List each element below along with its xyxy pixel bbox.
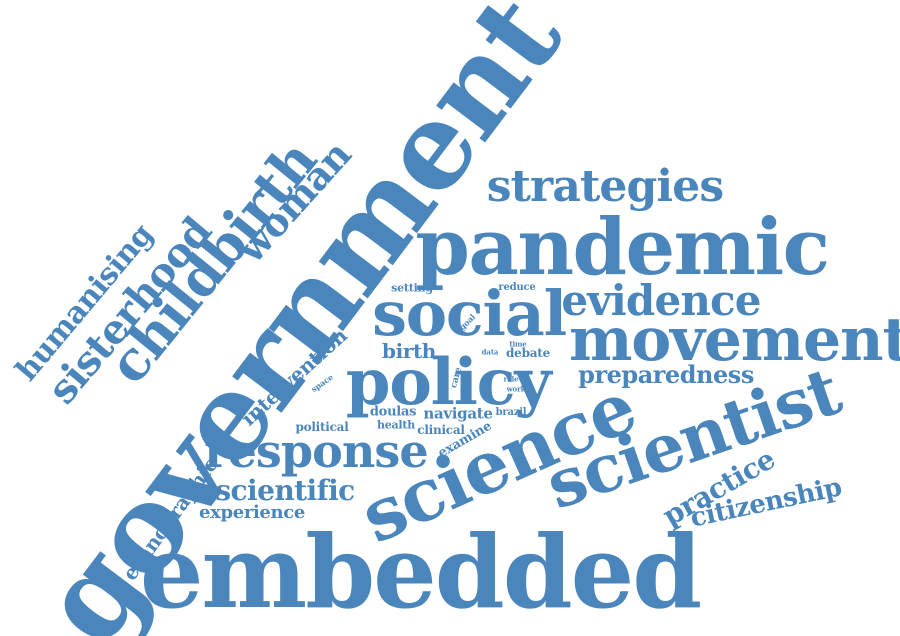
word-birth: birth [382,339,436,363]
word-policy: policy [345,345,552,420]
word-pandemic: pandemic [415,202,830,293]
word-debate: debate [506,346,550,360]
word-reduce: reduce [498,282,536,293]
word-health: health [376,418,416,432]
word-navigate: navigate [423,404,493,423]
word-movement: movement [569,305,900,375]
word-political: political [295,420,349,434]
word-data: data [481,347,499,357]
word-response: response [204,424,428,478]
word-work: work [506,384,526,394]
word-strategies: strategies [486,161,724,212]
word-doulas: doulas [369,404,417,420]
word-embedded: embedded [139,513,702,631]
word-preparedness: preparedness [578,360,754,389]
word-brazil: brazil [495,407,527,418]
word-evidence: evidence [561,276,761,325]
word-social: social [372,277,567,350]
word-scientific: scientific [215,474,355,507]
word-clinical: clinical [417,423,465,437]
word-time: time [509,339,527,349]
word-setting: setting [391,281,433,295]
word-experience: experience [199,502,305,523]
word-role: role [503,374,519,384]
